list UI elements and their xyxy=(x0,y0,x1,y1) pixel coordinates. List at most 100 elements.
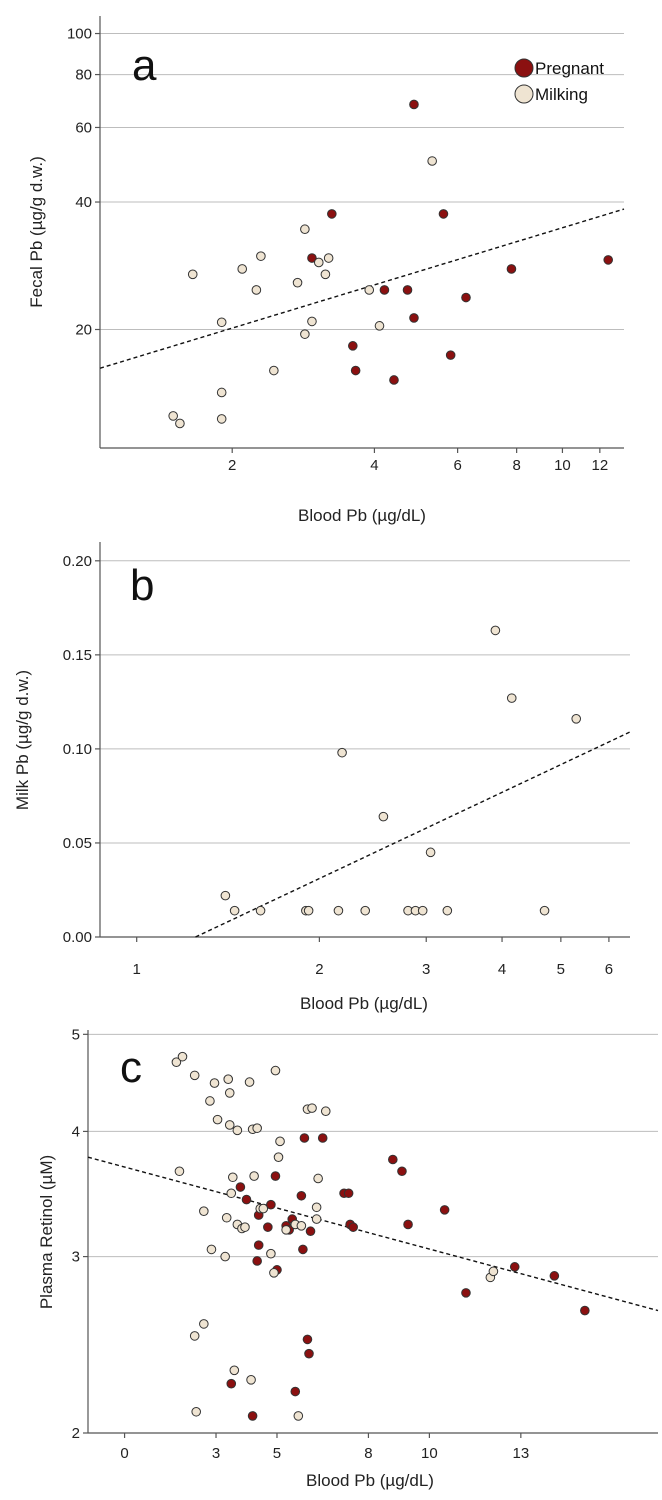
panel-a-y-tick-label: 40 xyxy=(75,194,92,211)
legend-milking-label: Milking xyxy=(535,85,588,104)
panel-a-pregnant-point xyxy=(603,255,614,265)
panel-c-milking-point xyxy=(275,1136,285,1147)
panel-c-pregnant-point xyxy=(305,1226,316,1237)
panel-a-letter: a xyxy=(132,41,157,90)
panel-c-milking-point xyxy=(212,1114,223,1125)
panel-a-milking-point xyxy=(427,156,437,166)
panel-b-scatter-plot: 1 2 3 4 5 6 0.00 0.05 0.10 0.15 0.20 b Blood Pb (… xyxy=(13,542,631,1013)
panel-c-pregnant-point xyxy=(403,1219,413,1230)
panel-b-milking-point xyxy=(490,625,501,636)
panel-a-milking-point xyxy=(307,316,317,327)
panel-a-gridlines xyxy=(100,33,624,331)
panel-a-pregnant-point xyxy=(506,264,517,274)
panel-a-pregnant-point xyxy=(379,285,390,295)
panel-c-letter: c xyxy=(120,1043,142,1092)
panel-c-x-tick-label: 0 xyxy=(120,1445,128,1462)
panel-c-scatter-plot: 0 3 5 8 10 13 2 3 4 5 c Blood Pb (µg/dL) Plasma … xyxy=(37,1026,659,1490)
panel-a-x-tick-label: 12 xyxy=(591,457,608,474)
panel-c-y-tick-label: 4 xyxy=(72,1123,80,1140)
panel-a-trend-line xyxy=(99,208,625,369)
panel-c-milking-point xyxy=(266,1248,276,1259)
panel-c-milking-point xyxy=(229,1365,240,1376)
panel-a-pregnant-point xyxy=(348,341,358,351)
panel-c-pregnant-point xyxy=(241,1194,252,1205)
panel-c-milking-point xyxy=(223,1074,234,1085)
panel-b-x-axis-title: Blood Pb (µg/dL) xyxy=(300,994,428,1013)
panel-a-milking-point xyxy=(251,285,262,295)
panel-c-trend-line xyxy=(87,1156,659,1312)
panel-c-milking-point xyxy=(311,1214,322,1224)
panel-c-milking-point xyxy=(269,1268,279,1278)
panel-a-milking-point xyxy=(168,411,178,421)
panel-a-milking-point xyxy=(216,387,227,398)
panel-c-milking-point xyxy=(199,1319,209,1329)
panel-b-y-tick-label: 0.20 xyxy=(63,553,92,570)
panel-c-pregnant-point xyxy=(580,1305,590,1316)
panel-b-gridlines xyxy=(100,560,630,938)
panel-a-y-tick-labels: 20 40 60 80 100 xyxy=(67,26,100,339)
panel-c-milking-point xyxy=(224,1088,235,1098)
panel-c-pregnant-point xyxy=(549,1271,560,1281)
panel-c-milking-point xyxy=(191,1406,202,1417)
panel-c-milking-point xyxy=(221,1212,232,1223)
panel-b-milking-point xyxy=(360,905,371,916)
panel-a-x-tick-labels: 2 4 6 8 10 12 xyxy=(228,448,608,474)
panel-c-data-points xyxy=(171,1051,590,1421)
panel-c-pregnant-point xyxy=(253,1240,264,1250)
panel-c-milking-point xyxy=(296,1220,307,1231)
panel-a-milking-point xyxy=(300,224,310,235)
panel-a-milking-point xyxy=(292,277,303,288)
panel-c-pregnant-point xyxy=(439,1205,450,1215)
panel-c-milking-point xyxy=(249,1171,259,1181)
panel-a-milking-point xyxy=(320,269,331,280)
panel-a-x-tick-label: 2 xyxy=(228,457,236,474)
panel-a-milking-point xyxy=(237,264,248,274)
panel-b-trend-line xyxy=(195,731,631,938)
panel-c-pregnant-point xyxy=(296,1190,307,1201)
panel-c-y-tick-labels: 2 3 4 5 xyxy=(72,1026,88,1442)
panel-a-milking-point xyxy=(364,285,375,295)
panel-c-milking-point xyxy=(240,1222,250,1232)
panel-c-pregnant-point xyxy=(266,1199,276,1210)
panel-a-milking-point xyxy=(300,329,310,339)
panel-c-milking-point xyxy=(246,1375,256,1385)
panel-b-milking-point xyxy=(255,905,266,916)
panel-a-y-tick-label: 100 xyxy=(67,26,92,43)
panel-a-milking-point xyxy=(374,321,385,331)
panel-a-milking-point xyxy=(269,365,279,376)
panel-c-milking-point xyxy=(206,1244,217,1255)
panel-b-x-tick-label: 3 xyxy=(422,961,430,978)
panel-a-y-tick-label: 60 xyxy=(75,119,92,136)
panel-c-pregnant-point xyxy=(263,1222,273,1232)
panel-a-x-tick-label: 4 xyxy=(370,457,378,474)
panel-c-milking-point xyxy=(252,1123,262,1133)
panel-c-x-tick-label: 10 xyxy=(421,1445,438,1462)
panel-c-pregnant-point xyxy=(509,1262,520,1272)
panel-a-milking-point xyxy=(323,253,334,263)
panel-b-milking-point xyxy=(378,811,389,822)
panel-c-milking-point xyxy=(293,1411,304,1421)
panel-c-milking-point xyxy=(220,1251,230,1262)
panel-b-y-tick-label: 0.05 xyxy=(63,835,92,852)
panel-c-pregnant-point xyxy=(235,1182,246,1192)
panel-b-y-tick-labels: 0.00 0.05 0.10 0.15 0.20 xyxy=(63,553,100,946)
panel-b-x-tick-label: 1 xyxy=(133,961,141,978)
panel-c-pregnant-point xyxy=(252,1256,262,1266)
panel-c-milking-point xyxy=(205,1096,215,1106)
panel-c-y-tick-label: 5 xyxy=(72,1026,80,1043)
panel-a-y-axis-title: Fecal Pb (µg/g d.w.) xyxy=(27,156,46,308)
panel-c-milking-point xyxy=(258,1203,269,1214)
panel-a-milking-point xyxy=(187,269,198,280)
panel-b-milking-point xyxy=(229,905,240,916)
panel-c-milking-point xyxy=(488,1266,499,1277)
panel-a-milking-point xyxy=(313,257,324,268)
panel-c-y-tick-label: 3 xyxy=(72,1249,80,1266)
panel-c-x-tick-label: 5 xyxy=(273,1445,281,1462)
panel-c-milking-point xyxy=(171,1057,182,1067)
panel-a-pregnant-point xyxy=(350,365,361,376)
panel-b-milking-point xyxy=(506,693,517,703)
panel-c-milking-point xyxy=(311,1202,322,1213)
panel-c-milking-point xyxy=(273,1152,284,1162)
panel-c-milking-point xyxy=(281,1225,291,1235)
